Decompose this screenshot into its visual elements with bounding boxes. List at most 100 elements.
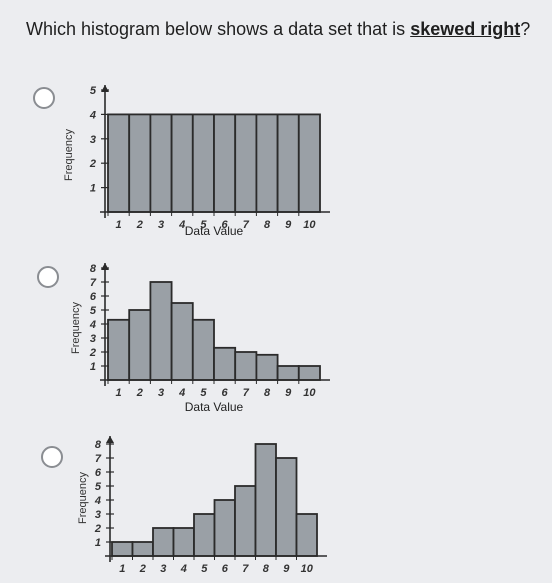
- histogram-bar: [213, 346, 237, 381]
- y-tick-label: 3: [95, 509, 101, 521]
- x-tick-label: 4: [180, 563, 187, 575]
- y-tick-label: 1: [95, 537, 101, 549]
- y-tick-label: 2: [89, 158, 96, 170]
- histogram-bar: [128, 309, 152, 381]
- radio-button-a[interactable]: [33, 87, 55, 109]
- x-tick-label: 8: [264, 219, 271, 231]
- y-tick-label: 8: [90, 263, 97, 275]
- y-tick-label: 5: [95, 481, 102, 493]
- y-tick-label: 3: [90, 134, 96, 146]
- histogram-bar: [172, 527, 195, 557]
- x-tick-label: 3: [158, 387, 164, 399]
- histogram-bar: [107, 113, 131, 213]
- y-axis-label: Frequency: [77, 472, 89, 524]
- y-tick-label: 3: [90, 333, 96, 345]
- y-tick-label: 4: [89, 109, 96, 121]
- x-tick-label: 3: [160, 563, 166, 575]
- x-tick-label: 1: [119, 563, 125, 575]
- x-tick-label: 4: [178, 387, 185, 399]
- y-tick-label: 2: [94, 523, 101, 535]
- x-tick-label: 1: [116, 387, 122, 399]
- y-axis-arrow: [101, 263, 109, 270]
- x-tick-label: 2: [136, 219, 143, 231]
- x-tick-label: 2: [139, 563, 146, 575]
- histogram-bar: [276, 113, 300, 213]
- y-tick-label: 4: [89, 319, 96, 331]
- y-tick-label: 7: [90, 277, 97, 289]
- y-tick-label: 4: [94, 495, 101, 507]
- y-axis-label: Frequency: [70, 302, 82, 354]
- histogram-bar: [131, 541, 154, 557]
- histogram-bar: [297, 113, 321, 213]
- y-axis-arrow: [106, 436, 114, 443]
- x-tick-label: 6: [222, 387, 229, 399]
- histogram-bar: [297, 365, 321, 381]
- x-tick-label: 8: [263, 563, 270, 575]
- histogram-bar: [255, 113, 279, 213]
- histogram-bar: [107, 318, 131, 381]
- x-tick-label: 7: [242, 563, 249, 575]
- x-tick-label: 9: [285, 219, 292, 231]
- x-tick-label: 10: [303, 387, 316, 399]
- y-tick-label: 2: [89, 347, 96, 359]
- x-tick-label: 9: [285, 387, 292, 399]
- x-axis-label: Data Value: [185, 224, 244, 238]
- histogram-bar: [170, 302, 194, 381]
- y-tick-label: 5: [90, 85, 97, 97]
- x-tick-label: 9: [283, 563, 290, 575]
- question-text: Which histogram below shows a data set t…: [26, 19, 530, 40]
- x-tick-label: 4: [178, 219, 185, 231]
- histogram-bar: [193, 513, 216, 557]
- y-tick-label: 5: [90, 305, 97, 317]
- x-tick-label: 6: [222, 219, 229, 231]
- histogram-bar: [213, 499, 236, 557]
- histogram-bar: [152, 527, 175, 557]
- histogram-b: 1 2 3 4 5 6 7 8 1 2 3 4 5 6 7 8 9 10 Frequency Data Value: [70, 263, 330, 414]
- x-tick-label: 10: [301, 563, 314, 575]
- x-tick-label: 6: [222, 563, 229, 575]
- histogram-bar: [191, 318, 215, 381]
- histogram-bar: [255, 353, 279, 381]
- histogram-bar: [111, 541, 134, 557]
- x-tick-label: 5: [201, 563, 208, 575]
- y-tick-label: 6: [95, 467, 102, 479]
- x-tick-label: 7: [243, 219, 250, 231]
- histogram-bar: [149, 281, 173, 381]
- histogram-bar: [213, 113, 237, 213]
- histogram-bar: [191, 113, 215, 213]
- histogram-a: 1 2 3 4 5 1 2 3 4 5 6 7 8 9 10 Frequency Data Value: [63, 85, 330, 238]
- x-tick-label: 5: [200, 219, 207, 231]
- histogram-bar: [234, 113, 258, 213]
- y-axis-label: Frequency: [63, 129, 75, 181]
- histogram-bar: [149, 113, 173, 213]
- histogram-bar: [276, 365, 300, 381]
- x-tick-label: 1: [116, 219, 122, 231]
- histogram-bar: [234, 485, 257, 557]
- y-tick-label: 6: [90, 291, 97, 303]
- x-tick-label: 3: [158, 219, 164, 231]
- x-tick-label: 2: [136, 387, 143, 399]
- y-tick-label: 1: [90, 361, 96, 373]
- y-tick-label: 7: [95, 453, 102, 465]
- answer-option-b[interactable]: 1 2 3 4 5 6 7 8 1 2 3 4 5 6 7 8 9 10 Frequency Data Value: [0, 258, 552, 428]
- x-tick-label: 7: [243, 387, 250, 399]
- x-tick-label: 10: [303, 219, 316, 231]
- radio-button-c[interactable]: [41, 446, 63, 468]
- answer-option-a[interactable]: 1 2 3 4 5 1 2 3 4 5 6 7 8 9 10 Frequency Data Value: [0, 80, 552, 250]
- radio-button-b[interactable]: [37, 266, 59, 288]
- histogram-bar: [128, 113, 152, 213]
- x-tick-label: 5: [200, 387, 207, 399]
- question-prefix: Which histogram below shows a data set t…: [26, 19, 411, 39]
- histogram-bar: [254, 443, 277, 557]
- y-tick-label: 8: [95, 439, 102, 451]
- question-suffix: ?: [520, 19, 531, 39]
- x-axis-label: Data Value: [185, 400, 244, 414]
- histogram-bar: [275, 457, 298, 557]
- histogram-bar: [295, 513, 318, 557]
- x-tick-label: 8: [264, 387, 271, 399]
- y-axis-arrow: [101, 85, 109, 92]
- histogram-c: 1 2 3 4 5 6 7 8 1 2 3 4 5 6 7 8 9 10 Frequency: [77, 436, 327, 575]
- question-emphasis: skewed right: [410, 19, 521, 39]
- answer-option-c[interactable]: 1 2 3 4 5 6 7 8 1 2 3 4 5 6 7 8 9 10 Frequency: [0, 428, 552, 583]
- histogram-bar: [234, 351, 258, 381]
